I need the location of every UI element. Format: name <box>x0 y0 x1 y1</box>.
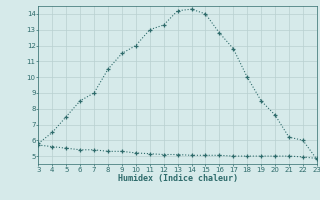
X-axis label: Humidex (Indice chaleur): Humidex (Indice chaleur) <box>118 174 238 183</box>
